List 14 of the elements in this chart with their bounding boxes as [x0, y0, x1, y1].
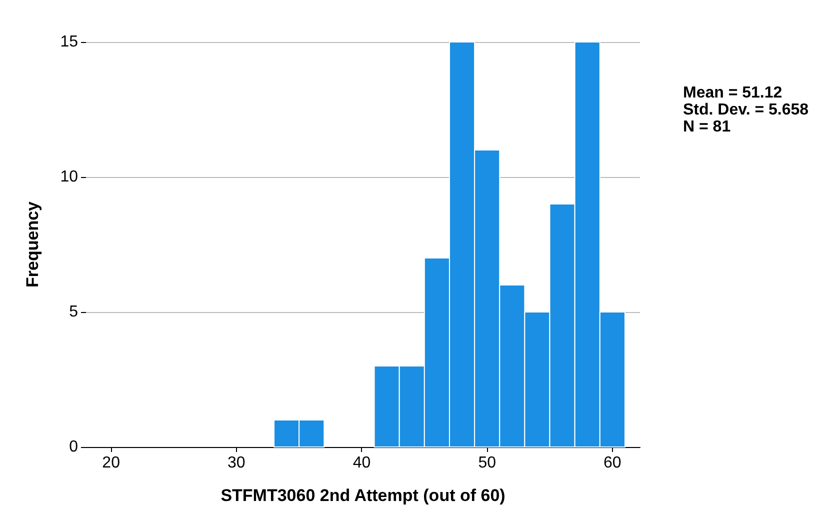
- y-axis-title: Frequency: [23, 200, 42, 288]
- text: Std. Dev. = 5.658: [683, 102, 809, 118]
- x-tick-label: 40: [352, 454, 371, 472]
- text: Mean = 51.12: [683, 84, 782, 102]
- y-tick-label: 10: [60, 168, 78, 186]
- x-tick-label: 50: [478, 454, 496, 472]
- y-tick-label: 15: [60, 34, 78, 50]
- y-tick-label: 0: [69, 438, 78, 456]
- x-axis-title: STFMT3060 2nd Attempt (out of 60): [220, 486, 506, 505]
- text: N = 81: [683, 118, 731, 136]
- x-tick-label: 30: [228, 454, 246, 472]
- x-tick-label: 20: [102, 454, 120, 472]
- y-tick-label: 5: [69, 304, 78, 320]
- x-tick-label: 60: [604, 454, 622, 472]
